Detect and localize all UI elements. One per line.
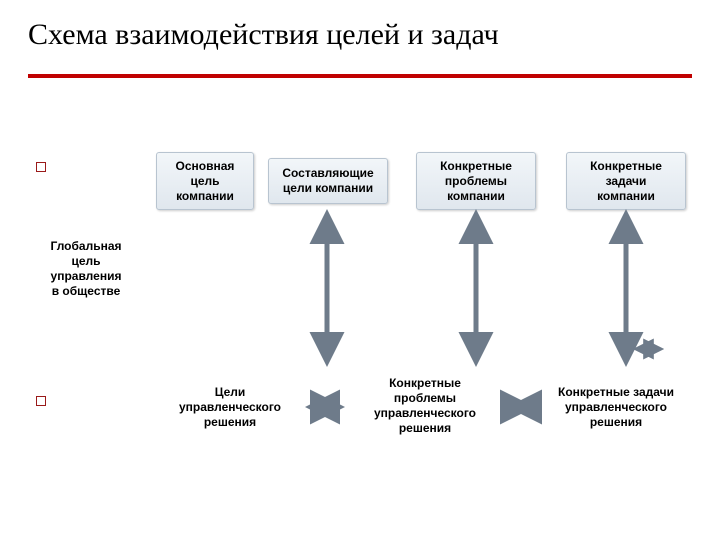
node-mgmt-goals: Целиуправленческогорешения xyxy=(154,378,306,436)
bullet-icon xyxy=(36,162,46,172)
page-title: Схема взаимодействия целей и задач xyxy=(28,18,499,52)
accent-line xyxy=(28,74,692,78)
node-components: Составляющиецели компании xyxy=(268,158,388,204)
node-main-goal: Основнаяцелькомпании xyxy=(156,152,254,210)
node-tasks-company: Конкретныезадачикомпании xyxy=(566,152,686,210)
node-mgmt-problems: Конкретныепроблемыуправленческогорешения xyxy=(340,370,510,442)
node-problems-company: Конкретныепроблемыкомпании xyxy=(416,152,536,210)
node-global-goal: Глобальнаяцельуправленияв обществе xyxy=(30,234,142,304)
bullet-icon xyxy=(36,396,46,406)
node-mgmt-tasks: Конкретные задачиуправленческогорешения xyxy=(528,378,704,436)
